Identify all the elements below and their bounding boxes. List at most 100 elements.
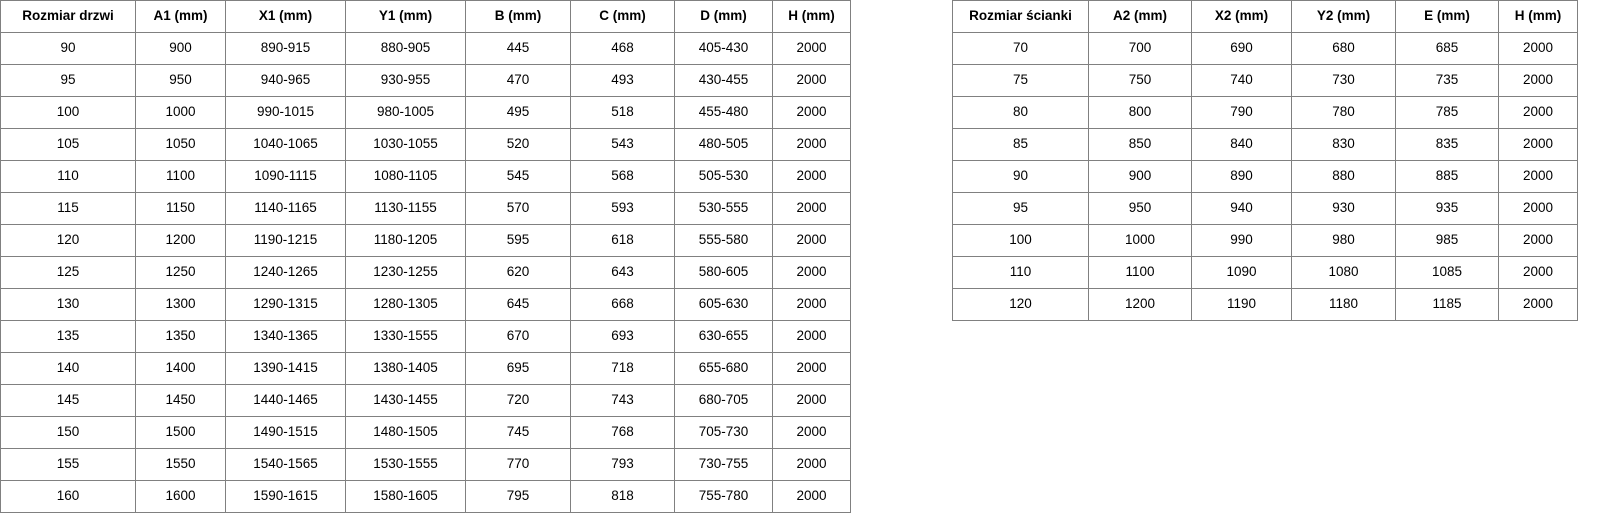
table-cell: 115	[0, 192, 136, 225]
table-cell: 2000	[772, 160, 851, 193]
table-cell: 1200	[135, 224, 226, 257]
table-cell: 1380-1405	[345, 352, 466, 385]
table-cell: 160	[0, 480, 136, 513]
table-row: 135 1350 1340-1365 1330-1555 670 693 630-655 20…	[0, 320, 851, 353]
table-header-row: Rozmiar drzwi A1 (mm) X1 (mm) Y1 (mm) B (mm)…	[0, 0, 851, 33]
table-cell: 1580-1605	[345, 480, 466, 513]
table-cell: 595	[465, 224, 571, 257]
table-cell: 593	[570, 192, 675, 225]
table-cell: 405-430	[674, 32, 773, 65]
table-cell: 745	[465, 416, 571, 449]
table-cell: 840	[1191, 128, 1292, 161]
table-cell: 2000	[772, 448, 851, 481]
table-cell: 1085	[1395, 256, 1499, 289]
door-column-header: B (mm)	[465, 0, 571, 33]
table-cell: 700	[1088, 32, 1192, 65]
table-cell: 655-680	[674, 352, 773, 385]
table-cell: 2000	[772, 192, 851, 225]
door-dimensions-table: Rozmiar drzwi A1 (mm) X1 (mm) Y1 (mm) B (mm)…	[0, 0, 851, 513]
table-cell: 430-455	[674, 64, 773, 97]
table-cell: 1300	[135, 288, 226, 321]
table-cell: 1150	[135, 192, 226, 225]
table-cell: 795	[465, 480, 571, 513]
table-cell: 690	[1191, 32, 1292, 65]
table-cell: 1500	[135, 416, 226, 449]
table-cell: 1180	[1291, 288, 1396, 321]
table-cell: 980-1005	[345, 96, 466, 129]
table-cell: 980	[1291, 224, 1396, 257]
table-cell: 1280-1305	[345, 288, 466, 321]
door-column-header: X1 (mm)	[225, 0, 346, 33]
table-cell: 110	[952, 256, 1089, 289]
table-cell: 1230-1255	[345, 256, 466, 289]
table-cell: 2000	[1498, 160, 1578, 193]
table-cell: 1090-1115	[225, 160, 346, 193]
table-row: 95 950 940 930 935 2000	[952, 192, 1578, 225]
table-cell: 735	[1395, 64, 1499, 97]
table-cell: 1290-1315	[225, 288, 346, 321]
panel-table-body: 70 700 690 680 685 2000 75 750 740 730 735 2000 80 80…	[952, 32, 1578, 321]
door-column-header: C (mm)	[570, 0, 675, 33]
table-cell: 730-755	[674, 448, 773, 481]
table-cell: 140	[0, 352, 136, 385]
table-cell: 900	[135, 32, 226, 65]
table-cell: 2000	[1498, 224, 1578, 257]
door-column-header: Rozmiar drzwi	[0, 0, 136, 33]
table-cell: 480-505	[674, 128, 773, 161]
table-row: 70 700 690 680 685 2000	[952, 32, 1578, 65]
table-cell: 580-605	[674, 256, 773, 289]
table-cell: 570	[465, 192, 571, 225]
table-cell: 95	[0, 64, 136, 97]
table-row: 120 1200 1190-1215 1180-1205 595 618 555-580 20…	[0, 224, 851, 257]
table-cell: 620	[465, 256, 571, 289]
table-cell: 718	[570, 352, 675, 385]
table-cell: 445	[465, 32, 571, 65]
table-cell: 2000	[772, 128, 851, 161]
table-cell: 2000	[1498, 256, 1578, 289]
table-cell: 740	[1191, 64, 1292, 97]
table-cell: 100	[952, 224, 1089, 257]
table-cell: 1240-1265	[225, 256, 346, 289]
table-cell: 493	[570, 64, 675, 97]
table-cell: 885	[1395, 160, 1499, 193]
table-cell: 495	[465, 96, 571, 129]
table-cell: 1400	[135, 352, 226, 385]
table-cell: 1200	[1088, 288, 1192, 321]
table-cell: 545	[465, 160, 571, 193]
table-cell: 990-1015	[225, 96, 346, 129]
table-cell: 1430-1455	[345, 384, 466, 417]
table-cell: 768	[570, 416, 675, 449]
table-cell: 2000	[1498, 32, 1578, 65]
table-cell: 2000	[772, 256, 851, 289]
door-column-header: D (mm)	[674, 0, 773, 33]
table-cell: 1250	[135, 256, 226, 289]
table-row: 140 1400 1390-1415 1380-1405 695 718 655-680 20…	[0, 352, 851, 385]
table-cell: 2000	[772, 384, 851, 417]
table-cell: 618	[570, 224, 675, 257]
table-cell: 568	[570, 160, 675, 193]
table-row: 155 1550 1540-1565 1530-1555 770 793 730-755 20…	[0, 448, 851, 481]
table-row: 75 750 740 730 735 2000	[952, 64, 1578, 97]
table-cell: 1330-1555	[345, 320, 466, 353]
table-row: 120 1200 1190 1180 1185 2000	[952, 288, 1578, 321]
table-cell: 680	[1291, 32, 1396, 65]
table-cell: 105	[0, 128, 136, 161]
table-cell: 818	[570, 480, 675, 513]
table-cell: 1030-1055	[345, 128, 466, 161]
table-cell: 455-480	[674, 96, 773, 129]
table-cell: 605-630	[674, 288, 773, 321]
table-cell: 2000	[1498, 288, 1578, 321]
table-cell: 685	[1395, 32, 1499, 65]
table-row: 80 800 790 780 785 2000	[952, 96, 1578, 129]
panel-column-header: X2 (mm)	[1191, 0, 1292, 33]
table-cell: 950	[135, 64, 226, 97]
table-cell: 155	[0, 448, 136, 481]
table-cell: 950	[1088, 192, 1192, 225]
table-cell: 785	[1395, 96, 1499, 129]
table-cell: 2000	[772, 96, 851, 129]
table-cell: 1490-1515	[225, 416, 346, 449]
panel-column-header: H (mm)	[1498, 0, 1578, 33]
table-row: 160 1600 1590-1615 1580-1605 795 818 755-780 20…	[0, 480, 851, 513]
table-cell: 100	[0, 96, 136, 129]
